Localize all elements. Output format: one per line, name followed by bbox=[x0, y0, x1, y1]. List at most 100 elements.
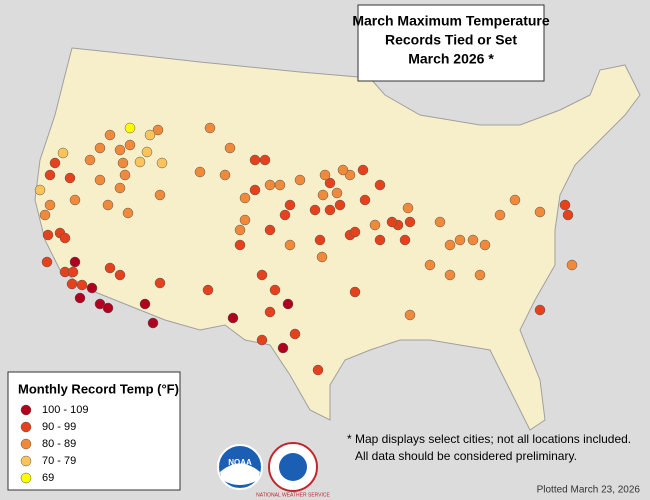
city-dot bbox=[277, 342, 289, 354]
city-dot bbox=[324, 204, 336, 216]
city-dot bbox=[154, 277, 166, 289]
city-dot bbox=[534, 206, 546, 218]
city-dot bbox=[124, 122, 136, 134]
city-dot bbox=[67, 266, 79, 278]
city-dot bbox=[104, 129, 116, 141]
legend-label: 80 - 89 bbox=[42, 438, 76, 450]
city-dot bbox=[152, 124, 164, 136]
city-dot bbox=[404, 216, 416, 228]
city-dot bbox=[147, 317, 159, 329]
city-dot bbox=[144, 129, 156, 141]
city-dot bbox=[249, 154, 261, 166]
city-dot bbox=[289, 328, 301, 340]
city-dot bbox=[369, 219, 381, 231]
city-dot bbox=[424, 259, 436, 271]
city-dot bbox=[374, 234, 386, 246]
city-dot bbox=[264, 306, 276, 318]
city-dot bbox=[84, 154, 96, 166]
city-dot bbox=[559, 199, 571, 211]
city-dot bbox=[386, 216, 398, 228]
city-dot bbox=[444, 269, 456, 281]
city-dot bbox=[534, 304, 546, 316]
city-dot bbox=[282, 298, 294, 310]
city-dot bbox=[76, 279, 88, 291]
city-dot bbox=[119, 169, 131, 181]
city-dot bbox=[269, 284, 281, 296]
city-dot bbox=[314, 234, 326, 246]
city-dot bbox=[102, 302, 114, 314]
city-dot bbox=[86, 282, 98, 294]
city-dot bbox=[349, 226, 361, 238]
city-dot bbox=[399, 234, 411, 246]
city-dot bbox=[374, 179, 386, 191]
city-dot bbox=[467, 234, 479, 246]
city-dot bbox=[234, 224, 246, 236]
city-dot bbox=[224, 142, 236, 154]
city-dot bbox=[114, 144, 126, 156]
footnote: * Map displays select cities; not all lo… bbox=[347, 432, 631, 446]
city-dot bbox=[219, 169, 231, 181]
city-dot bbox=[239, 192, 251, 204]
city-dot bbox=[357, 164, 369, 176]
city-dot bbox=[284, 199, 296, 211]
legend-label: 90 - 99 bbox=[42, 421, 76, 433]
city-dot bbox=[139, 298, 151, 310]
city-dot bbox=[49, 157, 61, 169]
city-dot bbox=[239, 214, 251, 226]
noaa-text: NOAA bbox=[228, 458, 252, 467]
city-dot bbox=[349, 286, 361, 298]
city-dot bbox=[39, 209, 51, 221]
nws-inner bbox=[279, 453, 307, 481]
city-dot bbox=[102, 199, 114, 211]
city-dot bbox=[359, 194, 371, 206]
legend-box bbox=[7, 371, 181, 491]
city-dot bbox=[319, 169, 331, 181]
city-dot bbox=[264, 179, 276, 191]
title-box bbox=[357, 4, 545, 82]
city-dot bbox=[454, 234, 466, 246]
legend-items: 100 - 109 90 - 99 80 - 89 70 - 79 69 bbox=[20, 404, 88, 484]
city-dot bbox=[59, 232, 71, 244]
city-dot bbox=[316, 251, 328, 263]
city-dot bbox=[69, 194, 81, 206]
city-dot bbox=[156, 157, 168, 169]
legend-label: 69 bbox=[42, 472, 54, 484]
city-dot bbox=[66, 278, 78, 290]
city-dot bbox=[41, 256, 53, 268]
city-dot bbox=[566, 259, 578, 271]
city-dot bbox=[279, 209, 291, 221]
city-dot bbox=[141, 146, 153, 158]
plotted-date: Plotted March 23, 2026 bbox=[537, 485, 641, 496]
city-dot bbox=[324, 177, 336, 189]
city-dot bbox=[42, 229, 54, 241]
city-dot bbox=[44, 169, 56, 181]
city-dot bbox=[34, 184, 46, 196]
city-dot bbox=[117, 157, 129, 169]
legend-label: 70 - 79 bbox=[42, 455, 76, 467]
city-dot bbox=[202, 284, 214, 296]
legend-swatch bbox=[20, 455, 32, 467]
city-dot bbox=[154, 189, 166, 201]
legend-title: Monthly Record Temp (°F) bbox=[18, 381, 179, 396]
city-dot bbox=[256, 269, 268, 281]
city-dot bbox=[309, 204, 321, 216]
city-dot bbox=[402, 202, 414, 214]
city-dot bbox=[479, 239, 491, 251]
city-dot bbox=[444, 239, 456, 251]
noaa-wave bbox=[220, 463, 260, 485]
nws-text: NATIONAL WEATHER SERVICE bbox=[256, 492, 330, 498]
title-line: Records Tied or Set bbox=[385, 32, 517, 48]
city-dot bbox=[264, 224, 276, 236]
city-dot bbox=[122, 207, 134, 219]
city-dot bbox=[331, 187, 343, 199]
us-land bbox=[34, 47, 641, 431]
city-dot bbox=[234, 239, 246, 251]
city-dot bbox=[404, 309, 416, 321]
city-dot bbox=[249, 184, 261, 196]
city-dot bbox=[94, 142, 106, 154]
city-dots bbox=[34, 122, 578, 376]
legend-swatch bbox=[20, 421, 32, 433]
city-dot bbox=[294, 174, 306, 186]
city-dot bbox=[134, 156, 146, 168]
